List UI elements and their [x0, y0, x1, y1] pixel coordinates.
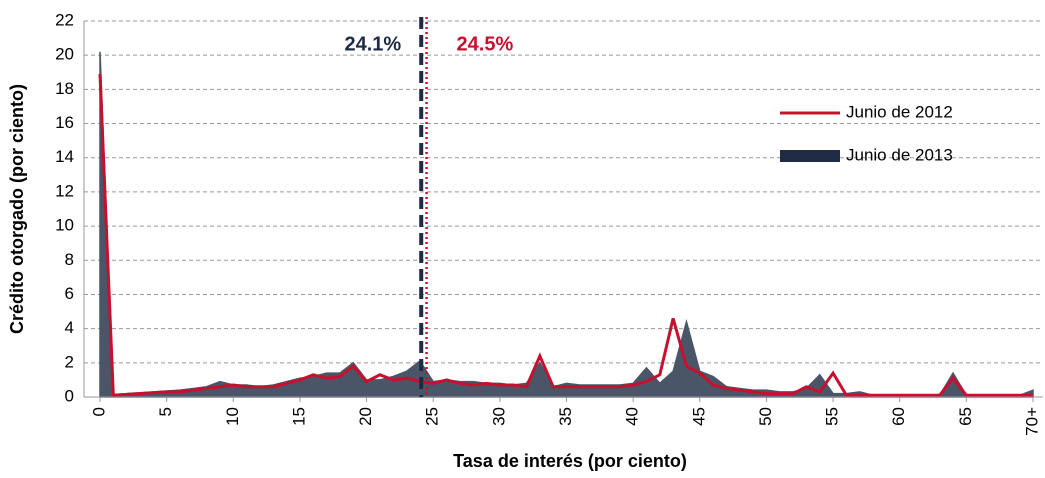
- x-tick-label: 65: [956, 407, 975, 426]
- y-tick-label: 20: [55, 45, 74, 64]
- x-tick-label: 70+: [1022, 407, 1041, 436]
- y-tick-label: 0: [65, 386, 74, 405]
- y-tick-label: 14: [55, 147, 74, 166]
- legend-swatch: [780, 150, 840, 162]
- annotation-label: 24.1%: [344, 33, 401, 55]
- x-tick-label: 40: [623, 407, 642, 426]
- legend-label: Junio de 2012: [846, 102, 953, 121]
- x-tick-label: 0: [89, 407, 108, 416]
- y-tick-label: 16: [55, 113, 74, 132]
- y-tick-label: 2: [65, 352, 74, 371]
- y-tick-label: 10: [55, 216, 74, 235]
- y-tick-label: 12: [55, 181, 74, 200]
- y-axis-label: Crédito otorgado (por ciento): [7, 84, 27, 334]
- y-tick-label: 6: [65, 284, 74, 303]
- x-tick-label: 35: [556, 407, 575, 426]
- x-tick-label: 45: [689, 407, 708, 426]
- y-tick-label: 4: [65, 318, 74, 337]
- x-tick-label: 10: [223, 407, 242, 426]
- x-tick-label: 25: [423, 407, 442, 426]
- y-tick-label: 18: [55, 79, 74, 98]
- annotation-label: 24.5%: [457, 33, 514, 55]
- x-tick-label: 50: [756, 407, 775, 426]
- x-axis-label: Tasa de interés (por ciento): [453, 451, 687, 471]
- x-tick-label: 15: [289, 407, 308, 426]
- legend-label: Junio de 2013: [846, 145, 953, 164]
- y-tick-label: 22: [55, 10, 74, 29]
- x-tick-label: 5: [156, 407, 175, 416]
- x-tick-label: 55: [823, 407, 842, 426]
- y-tick-label: 8: [65, 250, 74, 269]
- x-tick-label: 20: [356, 407, 375, 426]
- x-tick-label: 60: [889, 407, 908, 426]
- x-tick-label: 30: [489, 407, 508, 426]
- line: [98, 73, 1033, 397]
